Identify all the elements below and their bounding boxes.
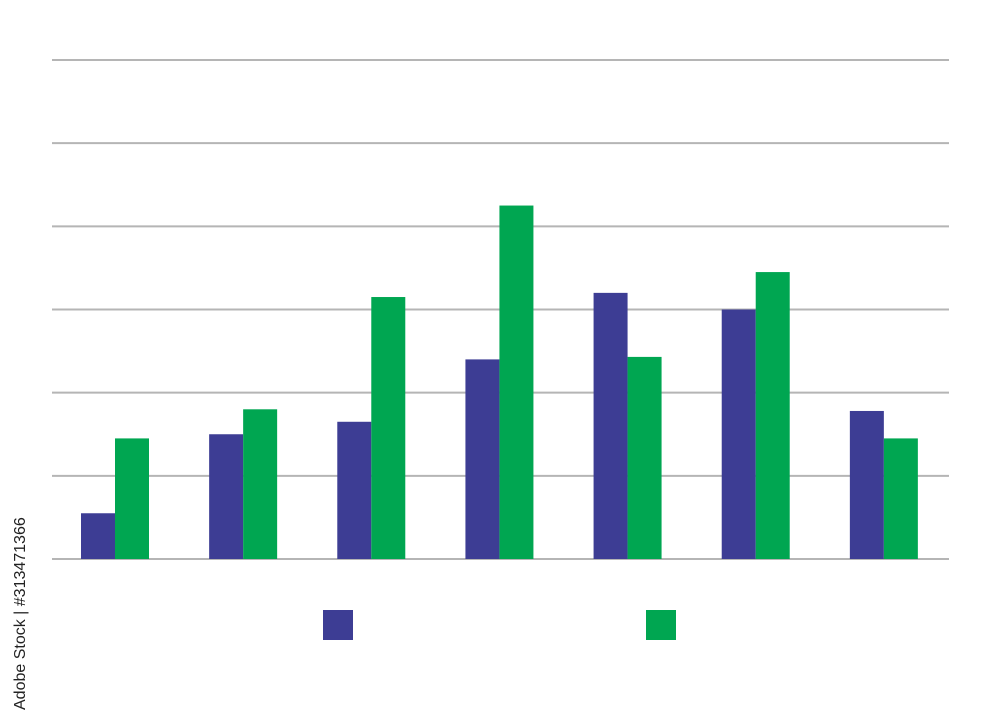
bar-series-2-category-4 [499, 205, 534, 559]
bar-series-2-category-6 [755, 272, 790, 559]
bar-series-1-category-4 [465, 359, 500, 559]
bar-series-1-category-6 [721, 309, 756, 559]
legend-swatch-series-2 [646, 610, 676, 640]
bar-series-2-category-1 [115, 438, 149, 559]
bar-series-2-category-7 [883, 438, 918, 559]
bar-series-2-category-5 [627, 356, 662, 559]
legend-swatch-series-1 [323, 610, 353, 640]
bar-series-2-category-3 [371, 297, 406, 559]
bar-series-1-category-3 [337, 421, 372, 559]
bar-series-1-category-1 [81, 513, 115, 559]
stock-watermark: Adobe Stock | #313471366 [12, 517, 29, 710]
bar-series-1-category-5 [593, 292, 628, 559]
legend [323, 610, 676, 640]
bar-series-2-category-2 [243, 409, 278, 559]
bars [81, 205, 918, 559]
bar-series-1-category-2 [209, 434, 244, 559]
bar-series-1-category-7 [849, 410, 884, 559]
